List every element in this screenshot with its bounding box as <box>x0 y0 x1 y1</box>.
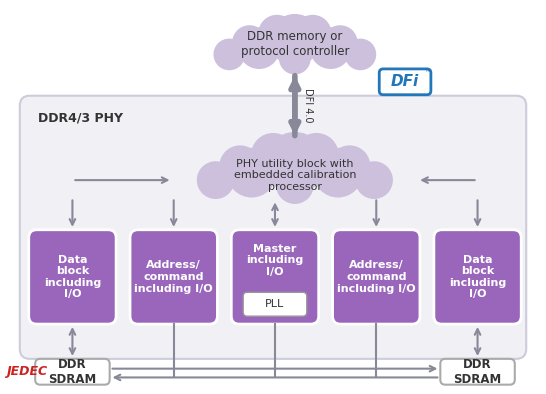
Text: PLL: PLL <box>265 299 284 309</box>
Text: JEDEC: JEDEC <box>6 365 47 378</box>
Text: Address/
command
including I/O: Address/ command including I/O <box>337 260 416 294</box>
Text: DFi: DFi <box>391 74 419 89</box>
Text: ™: ™ <box>425 69 432 75</box>
Text: DDR memory or
protocol controller: DDR memory or protocol controller <box>241 30 349 58</box>
FancyBboxPatch shape <box>243 292 307 316</box>
FancyBboxPatch shape <box>379 69 431 95</box>
Text: PHY utility block with
embedded calibration
processor: PHY utility block with embedded calibrat… <box>234 158 356 192</box>
Text: DDR
SDRAM: DDR SDRAM <box>48 358 97 386</box>
Text: Data
block
including
I/O: Data block including I/O <box>449 255 506 299</box>
FancyBboxPatch shape <box>440 359 515 385</box>
FancyBboxPatch shape <box>130 230 217 324</box>
FancyBboxPatch shape <box>333 230 420 324</box>
Text: DDR4/3 PHY: DDR4/3 PHY <box>38 111 123 124</box>
Text: DDR
SDRAM: DDR SDRAM <box>453 358 502 386</box>
FancyBboxPatch shape <box>20 96 526 359</box>
Text: Master
including
I/O: Master including I/O <box>246 243 304 277</box>
FancyBboxPatch shape <box>232 230 319 324</box>
Text: Address/
command
including I/O: Address/ command including I/O <box>134 260 213 294</box>
Text: DFI 4.0: DFI 4.0 <box>303 88 313 123</box>
FancyBboxPatch shape <box>35 359 110 385</box>
FancyBboxPatch shape <box>29 230 116 324</box>
Text: Data
block
including
I/O: Data block including I/O <box>44 255 101 299</box>
FancyBboxPatch shape <box>434 230 521 324</box>
